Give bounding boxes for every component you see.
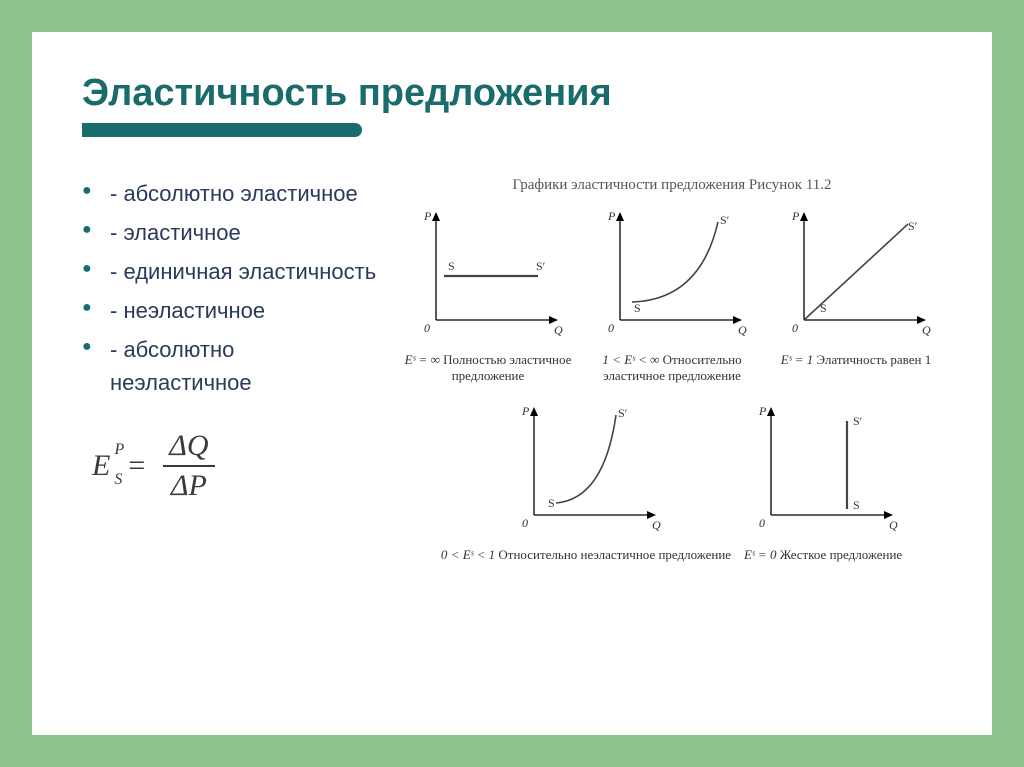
charts-row-1: P Q 0 S S′ Eˢ = ∞ Полностью эластичное пр… — [402, 200, 942, 385]
title-accent-bar — [82, 123, 362, 137]
svg-text:S: S — [548, 496, 555, 510]
chart-svg: P Q 0 S S′ — [408, 200, 568, 350]
svg-text:S: S — [853, 498, 860, 512]
svg-text:P: P — [607, 209, 616, 223]
chart-svg: P Q 0 S S′ — [776, 200, 936, 350]
chart-relatively-inelastic: P Q 0 S S′ 0 < Eˢ < 1 Относительно неэлас… — [441, 395, 731, 563]
slide-title: Эластичность предложения — [82, 72, 942, 115]
svg-text:0: 0 — [608, 321, 614, 335]
svg-text:Q: Q — [652, 518, 661, 532]
svg-text:P: P — [521, 404, 530, 418]
chart-caption: 1 < Eˢ < ∞ Относительно эластичное предл… — [586, 352, 758, 385]
svg-text:0: 0 — [424, 321, 430, 335]
formula-denominator: ΔP — [165, 467, 213, 503]
svg-text:S: S — [820, 301, 827, 315]
svg-text:P: P — [423, 209, 432, 223]
bullet-item: - эластичное — [82, 216, 382, 249]
svg-text:Q: Q — [554, 323, 563, 337]
chart-caption: Eˢ = ∞ Полностью эластичное предложение — [402, 352, 574, 385]
svg-text:S′: S′ — [536, 259, 546, 273]
formula-superscript: P — [115, 441, 125, 459]
svg-text:0: 0 — [759, 516, 765, 530]
svg-text:S′: S′ — [853, 414, 863, 428]
svg-text:0: 0 — [792, 321, 798, 335]
charts-header: Графики эластичности предложения Рисунок… — [402, 177, 942, 194]
right-column: Графики эластичности предложения Рисунок… — [402, 177, 942, 563]
svg-text:S′: S′ — [618, 406, 628, 420]
slide: Эластичность предложения - абсолютно эла… — [32, 32, 992, 735]
elasticity-formula: E P S = ΔQ ΔP — [82, 429, 382, 503]
formula-base: E — [92, 449, 110, 482]
chart-perfectly-inelastic: P Q 0 S S′ Eˢ = 0 Жесткое предложение — [743, 395, 903, 563]
chart-svg: P Q 0 S S′ — [592, 200, 752, 350]
bullet-item: - неэластичное — [82, 294, 382, 327]
chart-unit-elastic: P Q 0 S S′ Eˢ = 1 Элатичность равен 1 — [770, 200, 942, 385]
formula-subscript: S — [114, 471, 122, 489]
chart-svg: P Q 0 S S′ — [506, 395, 666, 545]
svg-text:S′: S′ — [908, 219, 918, 233]
bullet-item: - абсолютно неэластичное — [82, 333, 382, 399]
svg-text:S: S — [634, 301, 641, 315]
formula-equals: = — [122, 449, 151, 483]
chart-relatively-elastic: P Q 0 S S′ 1 < Eˢ < ∞ Относительно эласти… — [586, 200, 758, 385]
chart-svg: P Q 0 S S′ — [743, 395, 903, 545]
chart-caption: 0 < Eˢ < 1 Относительно неэластичное пре… — [441, 547, 731, 563]
left-column: - абсолютно эластичное - эластичное - ед… — [82, 177, 382, 563]
chart-caption: Eˢ = 1 Элатичность равен 1 — [770, 352, 942, 368]
bullet-list: - абсолютно эластичное - эластичное - ед… — [82, 177, 382, 399]
svg-text:Q: Q — [738, 323, 747, 337]
content-area: - абсолютно эластичное - эластичное - ед… — [82, 177, 942, 563]
chart-perfectly-elastic: P Q 0 S S′ Eˢ = ∞ Полностью эластичное пр… — [402, 200, 574, 385]
svg-text:S′: S′ — [720, 213, 730, 227]
svg-text:Q: Q — [889, 518, 898, 532]
svg-text:S: S — [448, 259, 455, 273]
svg-text:P: P — [758, 404, 767, 418]
charts-row-2: P Q 0 S S′ 0 < Eˢ < 1 Относительно неэлас… — [402, 395, 942, 563]
bullet-item: - единичная эластичность — [82, 255, 382, 288]
formula-fraction: ΔQ ΔP — [163, 429, 214, 503]
formula-numerator: ΔQ — [163, 429, 214, 467]
formula-symbol: E P S — [92, 449, 110, 483]
chart-caption: Eˢ = 0 Жесткое предложение — [743, 547, 903, 563]
svg-text:P: P — [791, 209, 800, 223]
svg-text:0: 0 — [522, 516, 528, 530]
svg-text:Q: Q — [922, 323, 931, 337]
bullet-item: - абсолютно эластичное — [82, 177, 382, 210]
